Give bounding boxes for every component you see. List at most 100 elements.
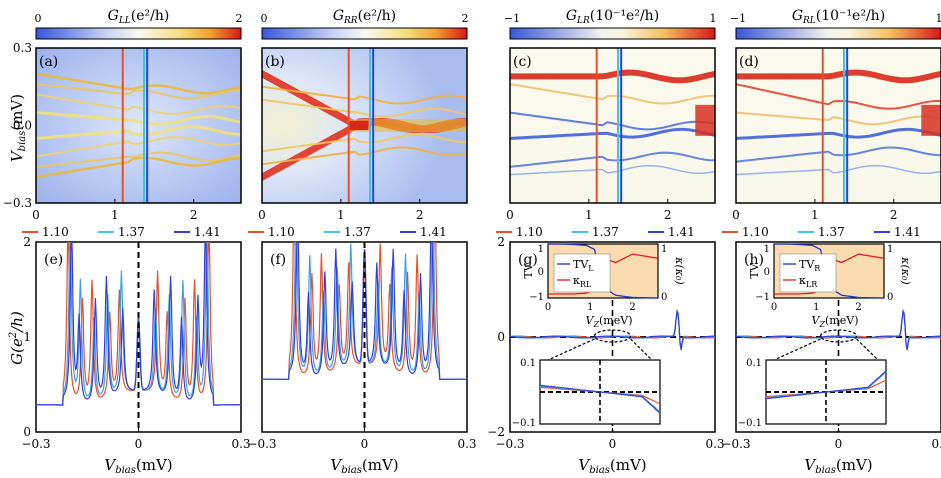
inset-left-tick: 1 xyxy=(764,244,770,255)
heatmap-features xyxy=(36,72,241,179)
plot-frame xyxy=(509,47,716,204)
inset-x-tick: 2 xyxy=(629,302,635,313)
panel-label: (h) xyxy=(744,252,764,268)
y-tick-label: 1 xyxy=(23,330,31,344)
inset-legend-label: κLR xyxy=(799,274,818,289)
legend-label-1-10: 1.10 xyxy=(516,225,543,239)
panel-label: (d) xyxy=(739,54,759,70)
inset-tv-curve xyxy=(548,243,659,299)
x-tick-label: 0 xyxy=(32,208,40,222)
heatmap-band xyxy=(36,125,241,140)
heatmap-band xyxy=(510,127,715,140)
nonlocal-trace xyxy=(509,309,715,351)
panel-c: −1 1 GLR(10⁻¹e²/h) (c) 0 1 2 xyxy=(504,8,717,222)
x-tick-label: 1 xyxy=(337,208,345,222)
legend-label-1-41: 1.41 xyxy=(194,225,221,239)
inset-x-tick: 0 xyxy=(545,302,551,313)
inset-ylabel-left: TV xyxy=(522,262,535,278)
inset-legend-box xyxy=(553,253,611,293)
x-tick-label: −0.3 xyxy=(247,437,276,451)
inset-legend-box xyxy=(779,253,837,293)
colorbar-min-label: −1 xyxy=(504,12,520,25)
colorbar-max-label: 2 xyxy=(236,12,243,25)
inset-left-tick: −1 xyxy=(755,292,770,303)
svg-text:Vbias(mV): Vbias(mV) xyxy=(8,94,28,162)
inset-ylabel-right: κ(κ₀) xyxy=(899,256,912,284)
x-tick-label: 2 xyxy=(664,208,672,222)
colorbar xyxy=(509,27,716,40)
heatmap-features xyxy=(510,69,715,176)
heatmap-band xyxy=(736,146,941,163)
heatmap-background xyxy=(736,48,941,203)
x-tick-label: 0 xyxy=(506,208,514,222)
inset-ylabel-right: κ(κ₀) xyxy=(673,256,686,284)
plot-frame xyxy=(261,47,468,204)
colorbar xyxy=(735,27,941,40)
x-tick-label: 0 xyxy=(609,437,617,451)
bottom-row-ylabel: G(e2/h) xyxy=(8,311,26,365)
x-tick-label: −0.3 xyxy=(21,437,50,451)
panel-a: 0 2 GLL(e²/h) (a) 0 1 2 0.3 0.0 −0.3 xyxy=(3,8,243,222)
y-tick-label: −0.3 xyxy=(3,196,32,210)
x-axis-title: Vbias(mV) xyxy=(804,456,872,476)
y-tick-label: 0.3 xyxy=(13,41,32,55)
colorbar-min-label: 0 xyxy=(261,12,268,25)
inset-zoom-tick: −0.1 xyxy=(738,418,762,429)
heatmap-hotspot xyxy=(921,104,941,136)
panel-d: −1 1 GRL(10⁻¹e²/h) (d) 0 1 2 xyxy=(730,8,941,222)
panel-label: (a) xyxy=(39,54,58,70)
zero-mode-core xyxy=(348,120,369,131)
x-tick-label: 0 xyxy=(135,437,143,451)
panel-label: (f) xyxy=(270,252,286,268)
heatmap-band xyxy=(736,164,941,176)
legend-label-1-37: 1.37 xyxy=(592,225,619,239)
heatmap-band xyxy=(262,85,467,105)
heatmap-band xyxy=(736,111,941,126)
legend-label-1-41: 1.41 xyxy=(420,225,447,239)
zoom-connector xyxy=(547,338,595,361)
inset-legend-label: TVR xyxy=(799,258,821,273)
x-tick-label: 0.3 xyxy=(705,437,724,451)
x-tick-label: 1 xyxy=(811,208,819,222)
panel-label: (c) xyxy=(513,54,532,70)
inset-tv-curve xyxy=(774,243,885,299)
zoom-connector xyxy=(773,338,821,361)
trace-1-10 xyxy=(36,242,241,406)
panel-f: 1.10 1.37 1.41 (f) −0.3 0 0.3 Vbias(mV) xyxy=(247,225,476,476)
heatmap-band xyxy=(262,133,467,153)
inset-legend-label: κRL xyxy=(573,274,592,289)
y-tick-label: 0 xyxy=(23,425,31,439)
zoom-connector xyxy=(630,338,653,361)
heatmap-band xyxy=(736,83,941,110)
inset-left-tick: 0 xyxy=(538,267,544,278)
panel-label: (b) xyxy=(265,54,285,70)
heatmap-band xyxy=(36,111,241,126)
zoom-connector xyxy=(856,338,879,361)
colorbar xyxy=(261,27,468,40)
inset-right-tick: 1 xyxy=(887,244,893,255)
heatmap-band xyxy=(262,146,467,166)
x-axis-title: Vbias(mV) xyxy=(104,456,172,476)
heatmap-band xyxy=(736,69,941,84)
heatmap-features xyxy=(736,69,941,176)
x-tick-label: 2 xyxy=(890,208,898,222)
y-tick-label: 0 xyxy=(497,330,505,344)
inset-zoom-tick: −0.1 xyxy=(512,418,536,429)
inset-left-tick: 0 xyxy=(764,267,770,278)
x-tick-label: 0.3 xyxy=(231,437,250,451)
y-tick-label: −2 xyxy=(487,425,505,439)
legend-label-1-41: 1.41 xyxy=(668,225,695,239)
inset-right-tick: 1 xyxy=(661,244,667,255)
legend-label-1-10: 1.10 xyxy=(268,225,295,239)
heatmap-band xyxy=(36,156,241,179)
y-tick-label: 2 xyxy=(23,235,31,249)
x-tick-label: −0.3 xyxy=(721,437,750,451)
inset-zoom-tick: 0.1 xyxy=(520,358,536,369)
colorbar-title: GLR(10⁻¹e²/h) xyxy=(566,8,659,26)
inset-zoom-trace xyxy=(539,384,661,414)
heatmap-features xyxy=(262,70,467,181)
